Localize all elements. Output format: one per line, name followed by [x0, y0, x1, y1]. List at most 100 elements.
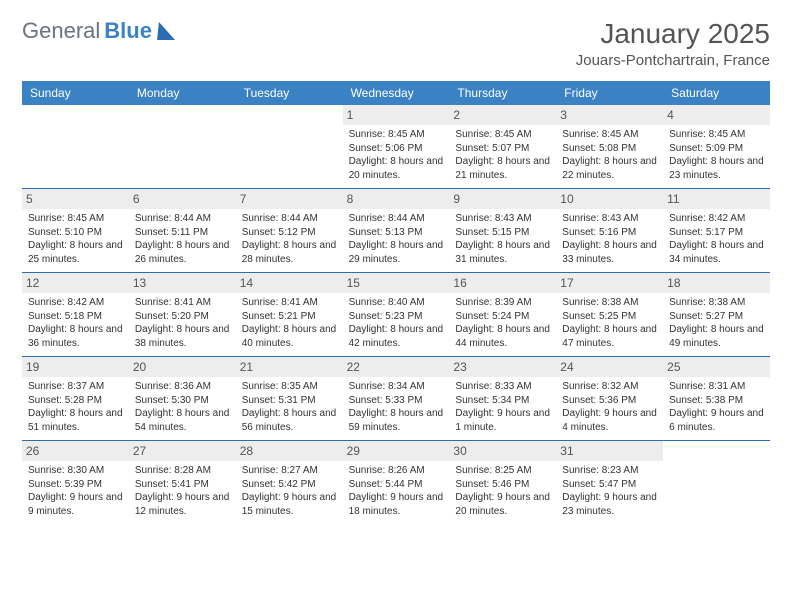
sunrise-line: Sunrise: 8:45 AM [28, 212, 123, 226]
calendar-week: 5Sunrise: 8:45 AMSunset: 5:10 PMDaylight… [22, 189, 770, 273]
sunrise-line: Sunrise: 8:33 AM [455, 380, 550, 394]
day-details: Sunrise: 8:45 AMSunset: 5:07 PMDaylight:… [455, 128, 550, 182]
sunset-line: Sunset: 5:13 PM [349, 226, 444, 240]
sunrise-line: Sunrise: 8:45 AM [562, 128, 657, 142]
logo-text-blue: Blue [104, 18, 152, 44]
daylight-line: Daylight: 9 hours and 15 minutes. [242, 491, 337, 518]
page-header: GeneralBlue January 2025 Jouars-Pontchar… [22, 18, 770, 69]
daylight-line: Daylight: 9 hours and 20 minutes. [455, 491, 550, 518]
day-number: 21 [236, 357, 343, 377]
day-details: Sunrise: 8:38 AMSunset: 5:25 PMDaylight:… [562, 296, 657, 350]
sunrise-line: Sunrise: 8:38 AM [562, 296, 657, 310]
sunrise-line: Sunrise: 8:44 AM [349, 212, 444, 226]
calendar-day: 11 Sunrise: 8:42 AMSunset: 5:17 PMDayligh… [663, 189, 770, 272]
daylight-line: Daylight: 9 hours and 9 minutes. [28, 491, 123, 518]
weekday-saturday: Saturday [663, 81, 770, 105]
location-label: Jouars-Pontchartrain, France [576, 52, 770, 69]
sunset-line: Sunset: 5:24 PM [455, 310, 550, 324]
day-details: Sunrise: 8:41 AMSunset: 5:20 PMDaylight:… [135, 296, 230, 350]
calendar-day: 10Sunrise: 8:43 AMSunset: 5:16 PMDayligh… [556, 189, 663, 272]
day-number: 4 [663, 105, 770, 125]
sunset-line: Sunset: 5:21 PM [242, 310, 337, 324]
sunset-line: Sunset: 5:28 PM [28, 394, 123, 408]
day-details: Sunrise: 8:31 AMSunset: 5:38 PMDaylight:… [669, 380, 764, 434]
day-number: 7 [236, 189, 343, 209]
calendar-day: 5Sunrise: 8:45 AMSunset: 5:10 PMDaylight… [22, 189, 129, 272]
sunset-line: Sunset: 5:23 PM [349, 310, 444, 324]
day-details: Sunrise: 8:38 AMSunset: 5:27 PMDaylight:… [669, 296, 764, 350]
day-details: Sunrise: 8:42 AMSunset: 5:17 PMDaylight:… [669, 212, 764, 266]
daylight-line: Daylight: 8 hours and 59 minutes. [349, 407, 444, 434]
day-number: 27 [129, 441, 236, 461]
sunrise-line: Sunrise: 8:32 AM [562, 380, 657, 394]
day-number: 11 [663, 189, 770, 209]
daylight-line: Daylight: 8 hours and 21 minutes. [455, 155, 550, 182]
calendar-week: 19Sunrise: 8:37 AMSunset: 5:28 PMDayligh… [22, 357, 770, 441]
sunset-line: Sunset: 5:42 PM [242, 478, 337, 492]
day-details: Sunrise: 8:45 AMSunset: 5:08 PMDaylight:… [562, 128, 657, 182]
daylight-line: Daylight: 8 hours and 49 minutes. [669, 323, 764, 350]
calendar-day: 27 Sunrise: 8:28 AMSunset: 5:41 PMDayligh… [129, 441, 236, 524]
day-details: Sunrise: 8:40 AMSunset: 5:23 PMDaylight:… [349, 296, 444, 350]
day-number: 24 [556, 357, 663, 377]
weekday-monday: Monday [129, 81, 236, 105]
sunrise-line: Sunrise: 8:26 AM [349, 464, 444, 478]
day-details: Sunrise: 8:28 AMSunset: 5:41 PMDaylight:… [135, 464, 230, 518]
day-details: Sunrise: 8:27 AMSunset: 5:42 PMDaylight:… [242, 464, 337, 518]
calendar-day: . [22, 105, 129, 188]
calendar-day: . [663, 441, 770, 524]
day-details: Sunrise: 8:32 AMSunset: 5:36 PMDaylight:… [562, 380, 657, 434]
daylight-line: Daylight: 8 hours and 23 minutes. [669, 155, 764, 182]
daylight-line: Daylight: 8 hours and 44 minutes. [455, 323, 550, 350]
calendar-day: 1Sunrise: 8:45 AMSunset: 5:06 PMDaylight… [343, 105, 450, 188]
day-details: Sunrise: 8:37 AMSunset: 5:28 PMDaylight:… [28, 380, 123, 434]
calendar-day: 22Sunrise: 8:34 AMSunset: 5:33 PMDayligh… [343, 357, 450, 440]
sunrise-line: Sunrise: 8:43 AM [562, 212, 657, 226]
weekday-sunday: Sunday [22, 81, 129, 105]
weekday-thursday: Thursday [449, 81, 556, 105]
daylight-line: Daylight: 8 hours and 28 minutes. [242, 239, 337, 266]
calendar-day: 13 Sunrise: 8:41 AMSunset: 5:20 PMDayligh… [129, 273, 236, 356]
daylight-line: Daylight: 9 hours and 4 minutes. [562, 407, 657, 434]
day-details: Sunrise: 8:41 AMSunset: 5:21 PMDaylight:… [242, 296, 337, 350]
daylight-line: Daylight: 9 hours and 18 minutes. [349, 491, 444, 518]
daylight-line: Daylight: 9 hours and 12 minutes. [135, 491, 230, 518]
day-details: Sunrise: 8:44 AMSunset: 5:13 PMDaylight:… [349, 212, 444, 266]
calendar-day: 25Sunrise: 8:31 AMSunset: 5:38 PMDayligh… [663, 357, 770, 440]
calendar-day: 18Sunrise: 8:38 AMSunset: 5:27 PMDayligh… [663, 273, 770, 356]
day-number: 15 [343, 273, 450, 293]
day-number: 13 [129, 273, 236, 293]
sunrise-line: Sunrise: 8:44 AM [242, 212, 337, 226]
sunrise-line: Sunrise: 8:36 AM [135, 380, 230, 394]
calendar-day: 7Sunrise: 8:44 AMSunset: 5:12 PMDaylight… [236, 189, 343, 272]
sunrise-line: Sunrise: 8:35 AM [242, 380, 337, 394]
calendar-day: 3 Sunrise: 8:45 AMSunset: 5:08 PMDaylight… [556, 105, 663, 188]
daylight-line: Daylight: 8 hours and 25 minutes. [28, 239, 123, 266]
sunset-line: Sunset: 5:36 PM [562, 394, 657, 408]
day-details: Sunrise: 8:36 AMSunset: 5:30 PMDaylight:… [135, 380, 230, 434]
daylight-line: Daylight: 8 hours and 36 minutes. [28, 323, 123, 350]
daylight-line: Daylight: 8 hours and 42 minutes. [349, 323, 444, 350]
daylight-line: Daylight: 8 hours and 29 minutes. [349, 239, 444, 266]
calendar-day: 12Sunrise: 8:42 AMSunset: 5:18 PMDayligh… [22, 273, 129, 356]
calendar-day: 28Sunrise: 8:27 AMSunset: 5:42 PMDayligh… [236, 441, 343, 524]
sunrise-line: Sunrise: 8:42 AM [669, 212, 764, 226]
sunrise-line: Sunrise: 8:42 AM [28, 296, 123, 310]
daylight-line: Daylight: 8 hours and 40 minutes. [242, 323, 337, 350]
day-details: Sunrise: 8:33 AMSunset: 5:34 PMDaylight:… [455, 380, 550, 434]
calendar-day: 17Sunrise: 8:38 AMSunset: 5:25 PMDayligh… [556, 273, 663, 356]
calendar-day: . [129, 105, 236, 188]
title-block: January 2025 Jouars-Pontchartrain, Franc… [576, 18, 770, 69]
calendar-day: 9Sunrise: 8:43 AMSunset: 5:15 PMDaylight… [449, 189, 556, 272]
sunset-line: Sunset: 5:46 PM [455, 478, 550, 492]
calendar-day: . [236, 105, 343, 188]
sunrise-line: Sunrise: 8:44 AM [135, 212, 230, 226]
day-details: Sunrise: 8:43 AMSunset: 5:16 PMDaylight:… [562, 212, 657, 266]
daylight-line: Daylight: 8 hours and 51 minutes. [28, 407, 123, 434]
day-number: 3 [556, 105, 663, 125]
day-number: 29 [343, 441, 450, 461]
sunrise-line: Sunrise: 8:34 AM [349, 380, 444, 394]
calendar-day: 19Sunrise: 8:37 AMSunset: 5:28 PMDayligh… [22, 357, 129, 440]
day-details: Sunrise: 8:39 AMSunset: 5:24 PMDaylight:… [455, 296, 550, 350]
sunrise-line: Sunrise: 8:37 AM [28, 380, 123, 394]
